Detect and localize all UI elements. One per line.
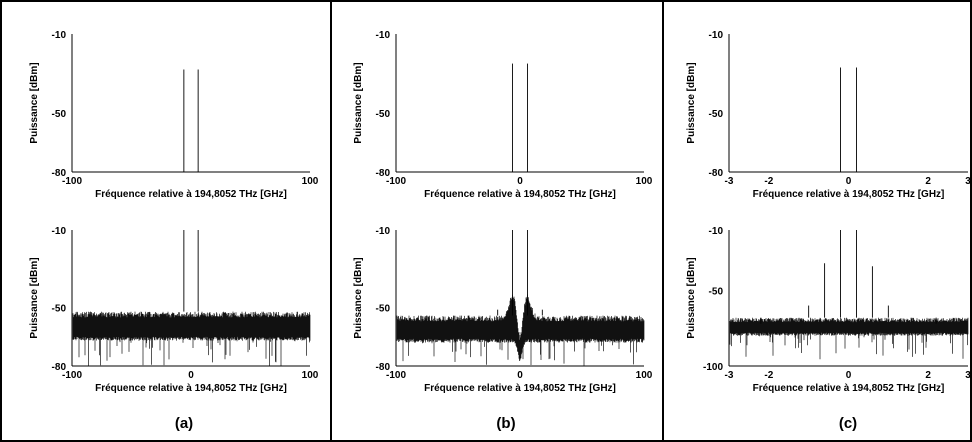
x-tick-label-a-bottom: 100	[302, 370, 319, 381]
x-tick-label-b-top: 0	[517, 176, 523, 187]
y-tick-label-b-top: -10	[376, 30, 391, 41]
y-axis-label-c-bottom: Puissance [dBm]	[686, 257, 697, 338]
y-tick-label-a-bottom: -50	[52, 304, 67, 315]
y-tick-label-b-bottom: -50	[376, 304, 391, 315]
x-tick-label-a-top: 100	[302, 176, 319, 187]
x-tick-label-c-top: -2	[764, 176, 773, 187]
y-tick-label-c-top: -10	[709, 30, 724, 41]
y-tick-label-c-top: -80	[709, 168, 724, 179]
y-axis-label-b-bottom: Puissance [dBm]	[353, 257, 364, 338]
x-tick-label-c-bottom: -3	[725, 370, 734, 381]
y-tick-label-a-bottom: -10	[52, 226, 67, 237]
y-tick-label-b-bottom: -10	[376, 226, 391, 237]
x-tick-label-a-bottom: 0	[188, 370, 194, 381]
y-axis-label-a-bottom: Puissance [dBm]	[29, 257, 40, 338]
x-axis-label-a-bottom: Fréquence relative à 194,8052 THz [GHz]	[95, 383, 287, 394]
y-tick-label-a-top: -10	[52, 30, 67, 41]
x-tick-label-b-bottom: -100	[386, 370, 406, 381]
x-tick-label-c-bottom: 2	[925, 370, 931, 381]
x-tick-label-c-top: -3	[725, 176, 734, 187]
y-tick-label-c-bottom: -100	[703, 362, 723, 373]
y-tick-label-c-bottom: -50	[709, 286, 724, 297]
x-axis-label-c-bottom: Fréquence relative à 194,8052 THz [GHz]	[753, 383, 945, 394]
y-axis-label-c-top: Puissance [dBm]	[686, 62, 697, 143]
y-tick-label-b-top: -50	[376, 109, 391, 120]
panel-label-b: (b)	[496, 415, 515, 432]
x-tick-label-c-bottom: -2	[764, 370, 773, 381]
y-axis-label-b-top: Puissance [dBm]	[353, 62, 364, 143]
y-tick-label-a-top: -50	[52, 109, 67, 120]
x-axis-label-b-bottom: Fréquence relative à 194,8052 THz [GHz]	[424, 383, 616, 394]
y-tick-label-c-bottom: -10	[709, 226, 724, 237]
panel-label-a: (a)	[175, 415, 193, 432]
x-axis-label-b-top: Fréquence relative à 194,8052 THz [GHz]	[424, 189, 616, 200]
x-tick-label-b-top: 100	[636, 176, 653, 187]
x-axis-label-a-top: Fréquence relative à 194,8052 THz [GHz]	[95, 189, 287, 200]
x-axis-label-c-top: Fréquence relative à 194,8052 THz [GHz]	[753, 189, 945, 200]
x-tick-label-a-bottom: -100	[62, 370, 82, 381]
x-tick-label-c-bottom: 0	[846, 370, 852, 381]
noise-trace-b-bottom	[396, 294, 645, 366]
panel-label-c: (c)	[839, 415, 857, 432]
x-tick-label-c-top: 2	[925, 176, 931, 187]
x-tick-label-b-bottom: 0	[517, 370, 523, 381]
y-tick-label-b-bottom: -80	[376, 362, 391, 373]
x-tick-label-b-bottom: 100	[636, 370, 653, 381]
y-tick-label-a-bottom: -80	[52, 362, 67, 373]
x-tick-label-c-top: 3	[965, 176, 971, 187]
x-tick-label-c-bottom: 3	[965, 370, 971, 381]
y-axis-label-a-top: Puissance [dBm]	[29, 62, 40, 143]
x-tick-label-b-top: -100	[386, 176, 406, 187]
x-tick-label-c-top: 0	[846, 176, 852, 187]
x-tick-label-a-top: -100	[62, 176, 82, 187]
y-tick-label-c-top: -50	[709, 109, 724, 120]
noise-trace-a-bottom	[72, 311, 311, 366]
y-tick-label-a-top: -80	[52, 168, 67, 179]
y-tick-label-b-top: -80	[376, 168, 391, 179]
noise-trace-c-bottom	[729, 317, 969, 360]
